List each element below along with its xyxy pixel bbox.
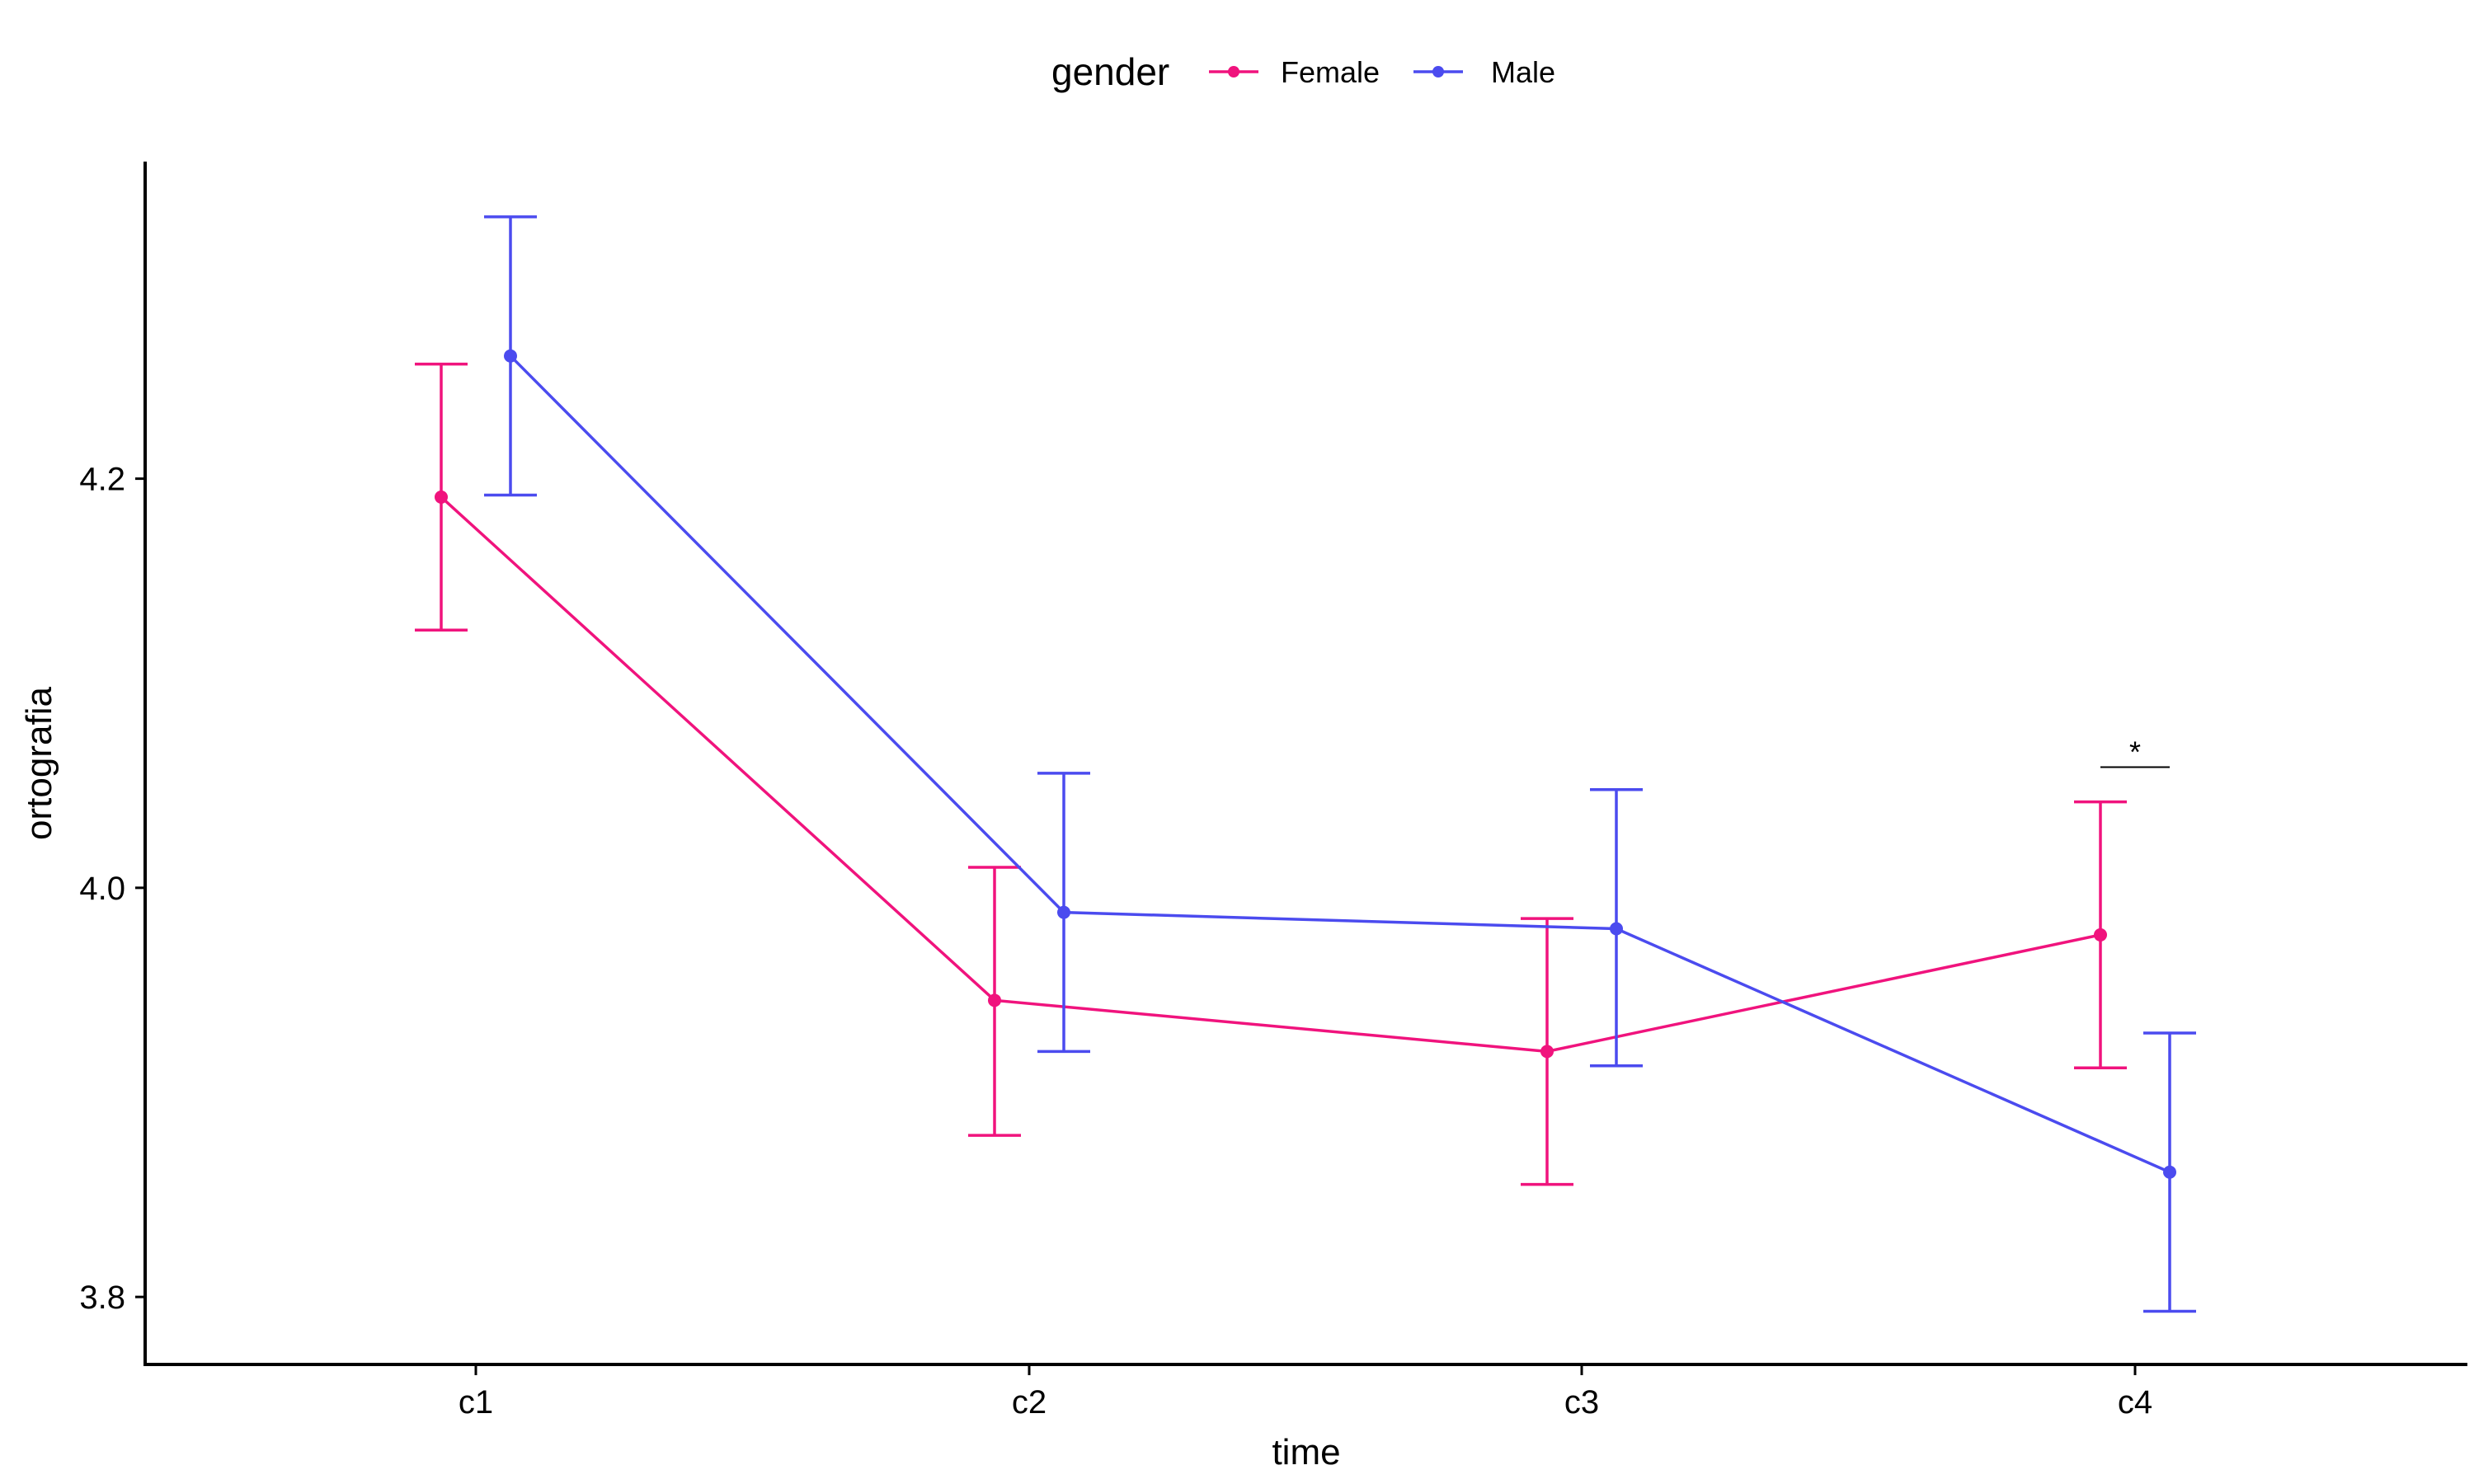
legend-swatch-dot-female — [1228, 66, 1239, 77]
y-tick-label: 3.8 — [79, 1280, 125, 1316]
data-point — [2163, 1165, 2176, 1179]
y-axis-title: ortografia — [19, 687, 59, 840]
data-point — [1610, 922, 1623, 936]
data-point — [2094, 928, 2107, 942]
axes — [143, 162, 2467, 1366]
data-point — [504, 349, 517, 363]
legend-item-female: Female — [1209, 55, 1380, 89]
legend-label-male: Male — [1491, 55, 1555, 89]
x-ticks: c1 c2 c3 c4 — [459, 1364, 2152, 1421]
x-tick-label: c4 — [2118, 1384, 2152, 1421]
y-tick-label: 4.0 — [79, 871, 125, 907]
legend-label-female: Female — [1281, 55, 1380, 89]
series-female — [415, 362, 2127, 1186]
x-axis-title: time — [1272, 1432, 1340, 1472]
series-line — [509, 355, 2171, 1174]
data-point — [435, 490, 448, 504]
x-tick-label: c1 — [459, 1384, 493, 1421]
legend: gender Female Male — [1051, 50, 1555, 93]
legend-title: gender — [1051, 50, 1169, 93]
x-tick-label: c2 — [1012, 1384, 1047, 1421]
data-point — [1057, 905, 1070, 919]
y-tick-label: 4.2 — [79, 462, 125, 498]
y-ticks: 3.8 4.0 4.2 — [79, 462, 145, 1316]
x-tick-label: c3 — [1564, 1384, 1599, 1421]
legend-item-male: Male — [1413, 55, 1555, 89]
data-point — [988, 993, 1001, 1007]
series-line — [440, 495, 2101, 1054]
series-layer — [415, 215, 2196, 1313]
data-point — [1540, 1045, 1554, 1059]
series-male — [484, 215, 2196, 1313]
legend-swatch-dot-male — [1432, 66, 1444, 77]
annotation-layer: * — [2100, 735, 2170, 768]
significance-label: * — [2129, 735, 2141, 768]
